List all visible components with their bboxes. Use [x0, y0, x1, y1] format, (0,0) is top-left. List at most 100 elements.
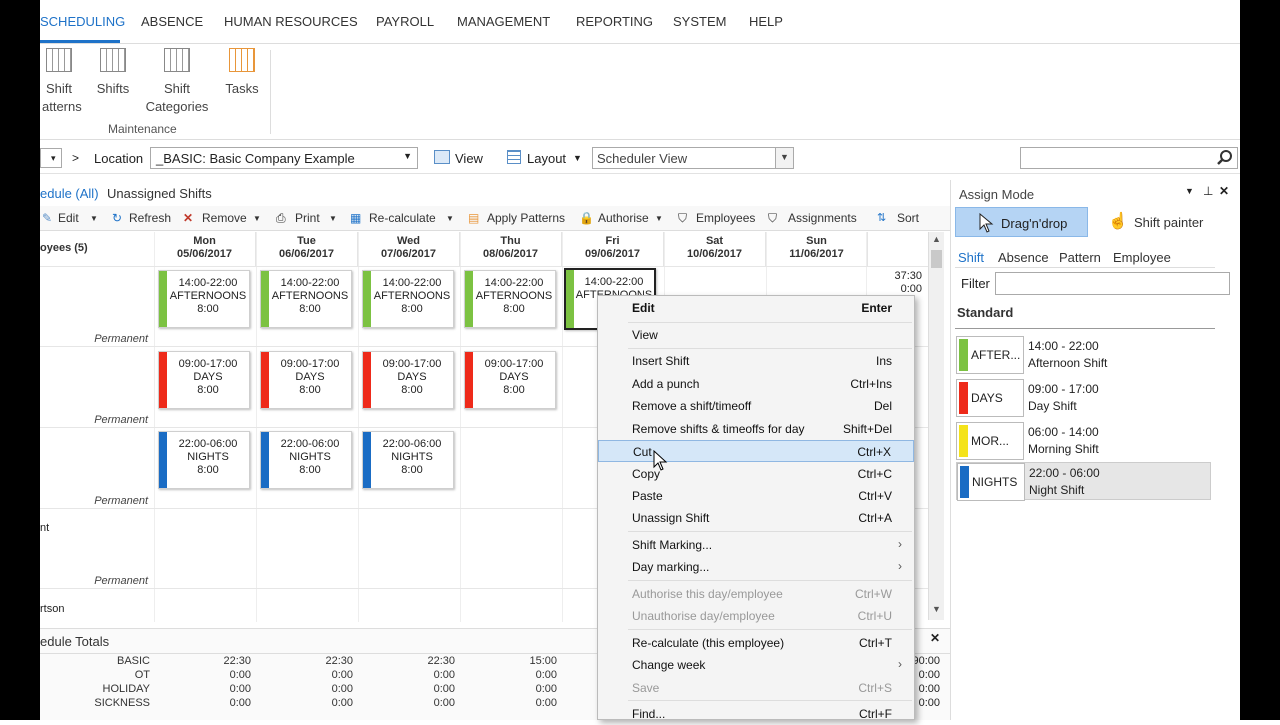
sort-button[interactable]: Sort: [897, 211, 920, 225]
location-select[interactable]: _BASIC: Basic Company Example ▼: [150, 147, 418, 169]
shift-patterns-button[interactable]: Shift atterns: [42, 48, 82, 116]
shift-card-afternoons[interactable]: 14:00-22:00 AFTERNOONS 8:00: [362, 270, 454, 328]
tab-pattern[interactable]: Pattern: [1059, 250, 1101, 265]
shift-type-night-selected[interactable]: NIGHTS 22:00 - 06:00 Night Shift: [956, 462, 1211, 501]
shift-card-days[interactable]: 09:00-17:00 DAYS 8:00: [260, 351, 352, 409]
pin-icon[interactable]: ⊥: [1203, 184, 1214, 198]
scrollbar-thumb[interactable]: [931, 250, 942, 268]
shift-card-days[interactable]: 09:00-17:00 DAYS 8:00: [464, 351, 556, 409]
menu-item-change-week[interactable]: Change week ›: [632, 657, 902, 672]
menu-payroll[interactable]: PAYROLL: [376, 14, 435, 29]
chevron-down-icon[interactable]: ▼: [655, 214, 663, 223]
shift-type-morning[interactable]: MOR... 06:00 - 14:00 Morning Shift: [956, 422, 1211, 460]
print-button[interactable]: Print: [295, 211, 320, 225]
scheduler-view-select[interactable]: Scheduler View ▼: [592, 147, 794, 169]
recalculate-button[interactable]: Re-calculate: [369, 211, 436, 225]
total-value: 0:00: [331, 669, 353, 681]
remove-button[interactable]: Remove: [202, 211, 247, 225]
ribbon-group-label: Maintenance: [108, 122, 177, 136]
tab-employee[interactable]: Employee: [1113, 250, 1171, 265]
menu-item-find[interactable]: Find... Ctrl+F: [632, 707, 892, 721]
employee-name[interactable]: nt: [40, 522, 50, 534]
apply-patterns-button[interactable]: Apply Patterns: [487, 211, 566, 225]
tasks-button[interactable]: Tasks: [224, 48, 260, 98]
close-icon[interactable]: ✕: [1219, 184, 1230, 198]
menu-item-remove-shifts-day[interactable]: Remove shifts & timeoffs for day Shift+De…: [632, 422, 892, 436]
shifts-button[interactable]: Shifts: [95, 48, 131, 98]
authorise-button[interactable]: Authorise: [598, 211, 649, 225]
menu-item-copy[interactable]: Copy Ctrl+C: [632, 467, 892, 481]
chevron-down-icon[interactable]: ▼: [329, 214, 337, 223]
shift-categories-button[interactable]: Shift Categories: [144, 48, 210, 116]
menu-item-view[interactable]: View: [632, 328, 658, 342]
chevron-down-icon[interactable]: ▼: [253, 214, 261, 223]
chevron-down-icon[interactable]: ▼: [90, 214, 98, 223]
location-toolbar: [40, 141, 1240, 174]
shift-card-afternoons[interactable]: 14:00-22:00 AFTERNOONS 8:00: [260, 270, 352, 328]
menu-item-edit[interactable]: Edit Enter: [632, 301, 892, 315]
menu-item-insert-shift[interactable]: Insert Shift Ins: [632, 354, 892, 368]
menu-item-day-marking[interactable]: Day marking... ›: [632, 559, 902, 574]
grid-row-line: [40, 346, 930, 347]
total-value: 0:00: [918, 697, 940, 709]
shift-card-days[interactable]: 09:00-17:00 DAYS 8:00: [362, 351, 454, 409]
chevron-down-icon[interactable]: ▼: [1185, 186, 1194, 196]
assignments-button[interactable]: Assignments: [788, 211, 857, 225]
tab-schedule-all[interactable]: edule (All): [40, 186, 99, 201]
chevron-down-icon[interactable]: ▼: [932, 604, 941, 614]
total-value: 0:00: [918, 669, 940, 681]
shift-card-afternoons[interactable]: 14:00-22:00 AFTERNOONS 8:00: [158, 270, 250, 328]
shift-type-days[interactable]: DAYS 09:00 - 17:00 Day Shift: [956, 379, 1211, 417]
chevron-down-icon: ▼: [775, 148, 793, 168]
menu-system[interactable]: SYSTEM: [673, 14, 727, 29]
tab-shift[interactable]: Shift: [958, 250, 985, 265]
shift-type-afternoon[interactable]: AFTER... 14:00 - 22:00 Afternoon Shift: [956, 336, 1211, 374]
layout-button[interactable]: Layout: [527, 151, 567, 166]
menu-item-shift-marking[interactable]: Shift Marking... ›: [632, 537, 902, 552]
filter-icon: ⛉: [768, 211, 778, 225]
shift-card-nights[interactable]: 22:00-06:00 NIGHTS 8:00: [362, 431, 454, 489]
menu-item-recalculate[interactable]: Re-calculate (this employee) Ctrl+T: [632, 636, 892, 650]
shift-card-afternoons[interactable]: 14:00-22:00 AFTERNOONS 8:00: [464, 270, 556, 328]
printer-icon: ⎙: [276, 211, 286, 225]
menu-separator: [628, 629, 912, 630]
edit-button[interactable]: Edit: [58, 211, 79, 225]
tab-unassigned-shifts[interactable]: Unassigned Shifts: [107, 186, 212, 201]
menu-separator: [628, 531, 912, 532]
shift-color-bar: [159, 432, 167, 488]
shift-color-swatch: [959, 382, 968, 414]
grid-vertical-scrollbar[interactable]: ▲ ▼: [928, 232, 944, 620]
search-icon[interactable]: [1217, 150, 1233, 166]
menu-management[interactable]: MANAGEMENT: [457, 14, 551, 29]
close-icon[interactable]: ✕: [930, 631, 941, 645]
nav-dropdown[interactable]: ▾: [40, 148, 62, 168]
shift-card-nights[interactable]: 22:00-06:00 NIGHTS 8:00: [158, 431, 250, 489]
employee-name[interactable]: rtson: [40, 603, 65, 615]
chevron-down-icon[interactable]: ▼: [446, 214, 454, 223]
shift-card-nights[interactable]: 22:00-06:00 NIGHTS 8:00: [260, 431, 352, 489]
apply-patterns-icon: ▤: [468, 211, 480, 225]
menu-absence[interactable]: ABSENCE: [141, 14, 204, 29]
menu-item-paste[interactable]: Paste Ctrl+V: [632, 489, 892, 503]
filter-input[interactable]: [995, 272, 1230, 295]
drag-drop-mode-button[interactable]: Drag'n'drop: [955, 207, 1088, 237]
menu-scheduling[interactable]: SCHEDULING: [40, 14, 126, 29]
menu-human-resources[interactable]: HUMAN RESOURCES: [224, 14, 358, 29]
employees-button[interactable]: Employees: [696, 211, 756, 225]
menu-item-cut[interactable]: Cut Ctrl+X: [598, 440, 914, 462]
schedule-tabs: edule (All) Unassigned Shifts: [40, 180, 950, 206]
menu-reporting[interactable]: REPORTING: [576, 14, 654, 29]
menu-item-add-punch[interactable]: Add a punch Ctrl+Ins: [632, 377, 892, 391]
chevron-up-icon[interactable]: ▲: [932, 234, 941, 244]
shift-painter-button[interactable]: Shift painter: [1134, 215, 1204, 230]
tab-absence[interactable]: Absence: [998, 250, 1049, 265]
refresh-button[interactable]: Refresh: [129, 211, 172, 225]
shift-card-days[interactable]: 09:00-17:00 DAYS 8:00: [158, 351, 250, 409]
total-value: 0:00: [229, 697, 251, 709]
menu-item-remove-shift[interactable]: Remove a shift/timeoff Del: [632, 399, 892, 413]
menu-help[interactable]: HELP: [749, 14, 783, 29]
menu-item-unassign-shift[interactable]: Unassign Shift Ctrl+A: [632, 511, 892, 525]
totals-title: edule Totals: [40, 634, 110, 649]
search-input[interactable]: [1020, 147, 1238, 169]
view-button[interactable]: View: [455, 151, 483, 166]
